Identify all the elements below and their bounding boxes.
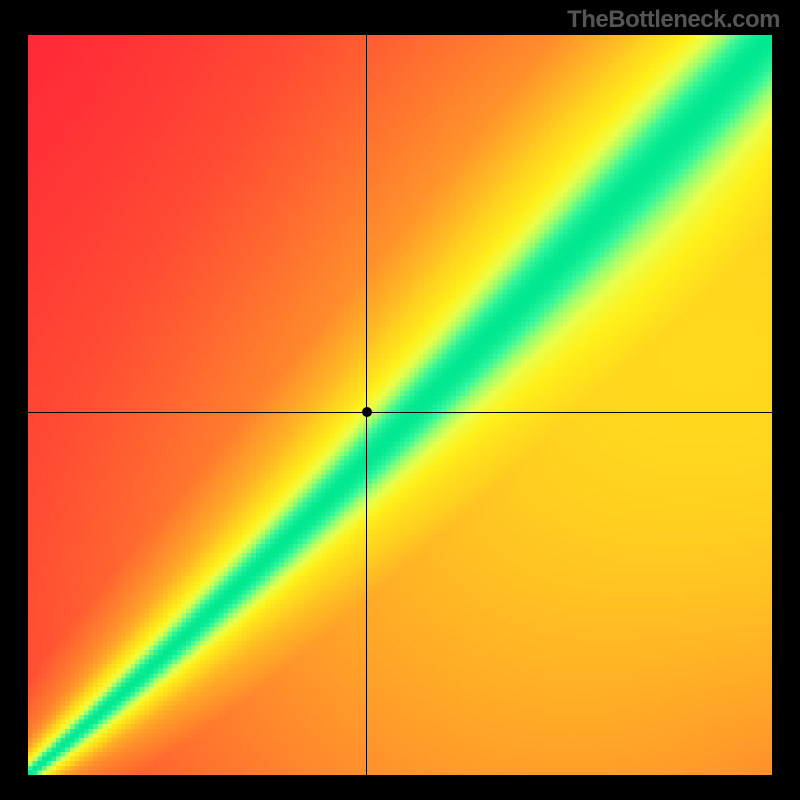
crosshair-vertical	[366, 35, 368, 775]
watermark-text: TheBottleneck.com	[567, 6, 780, 34]
marker-dot	[362, 407, 372, 417]
heatmap-canvas	[28, 35, 772, 775]
crosshair-horizontal	[28, 412, 772, 414]
